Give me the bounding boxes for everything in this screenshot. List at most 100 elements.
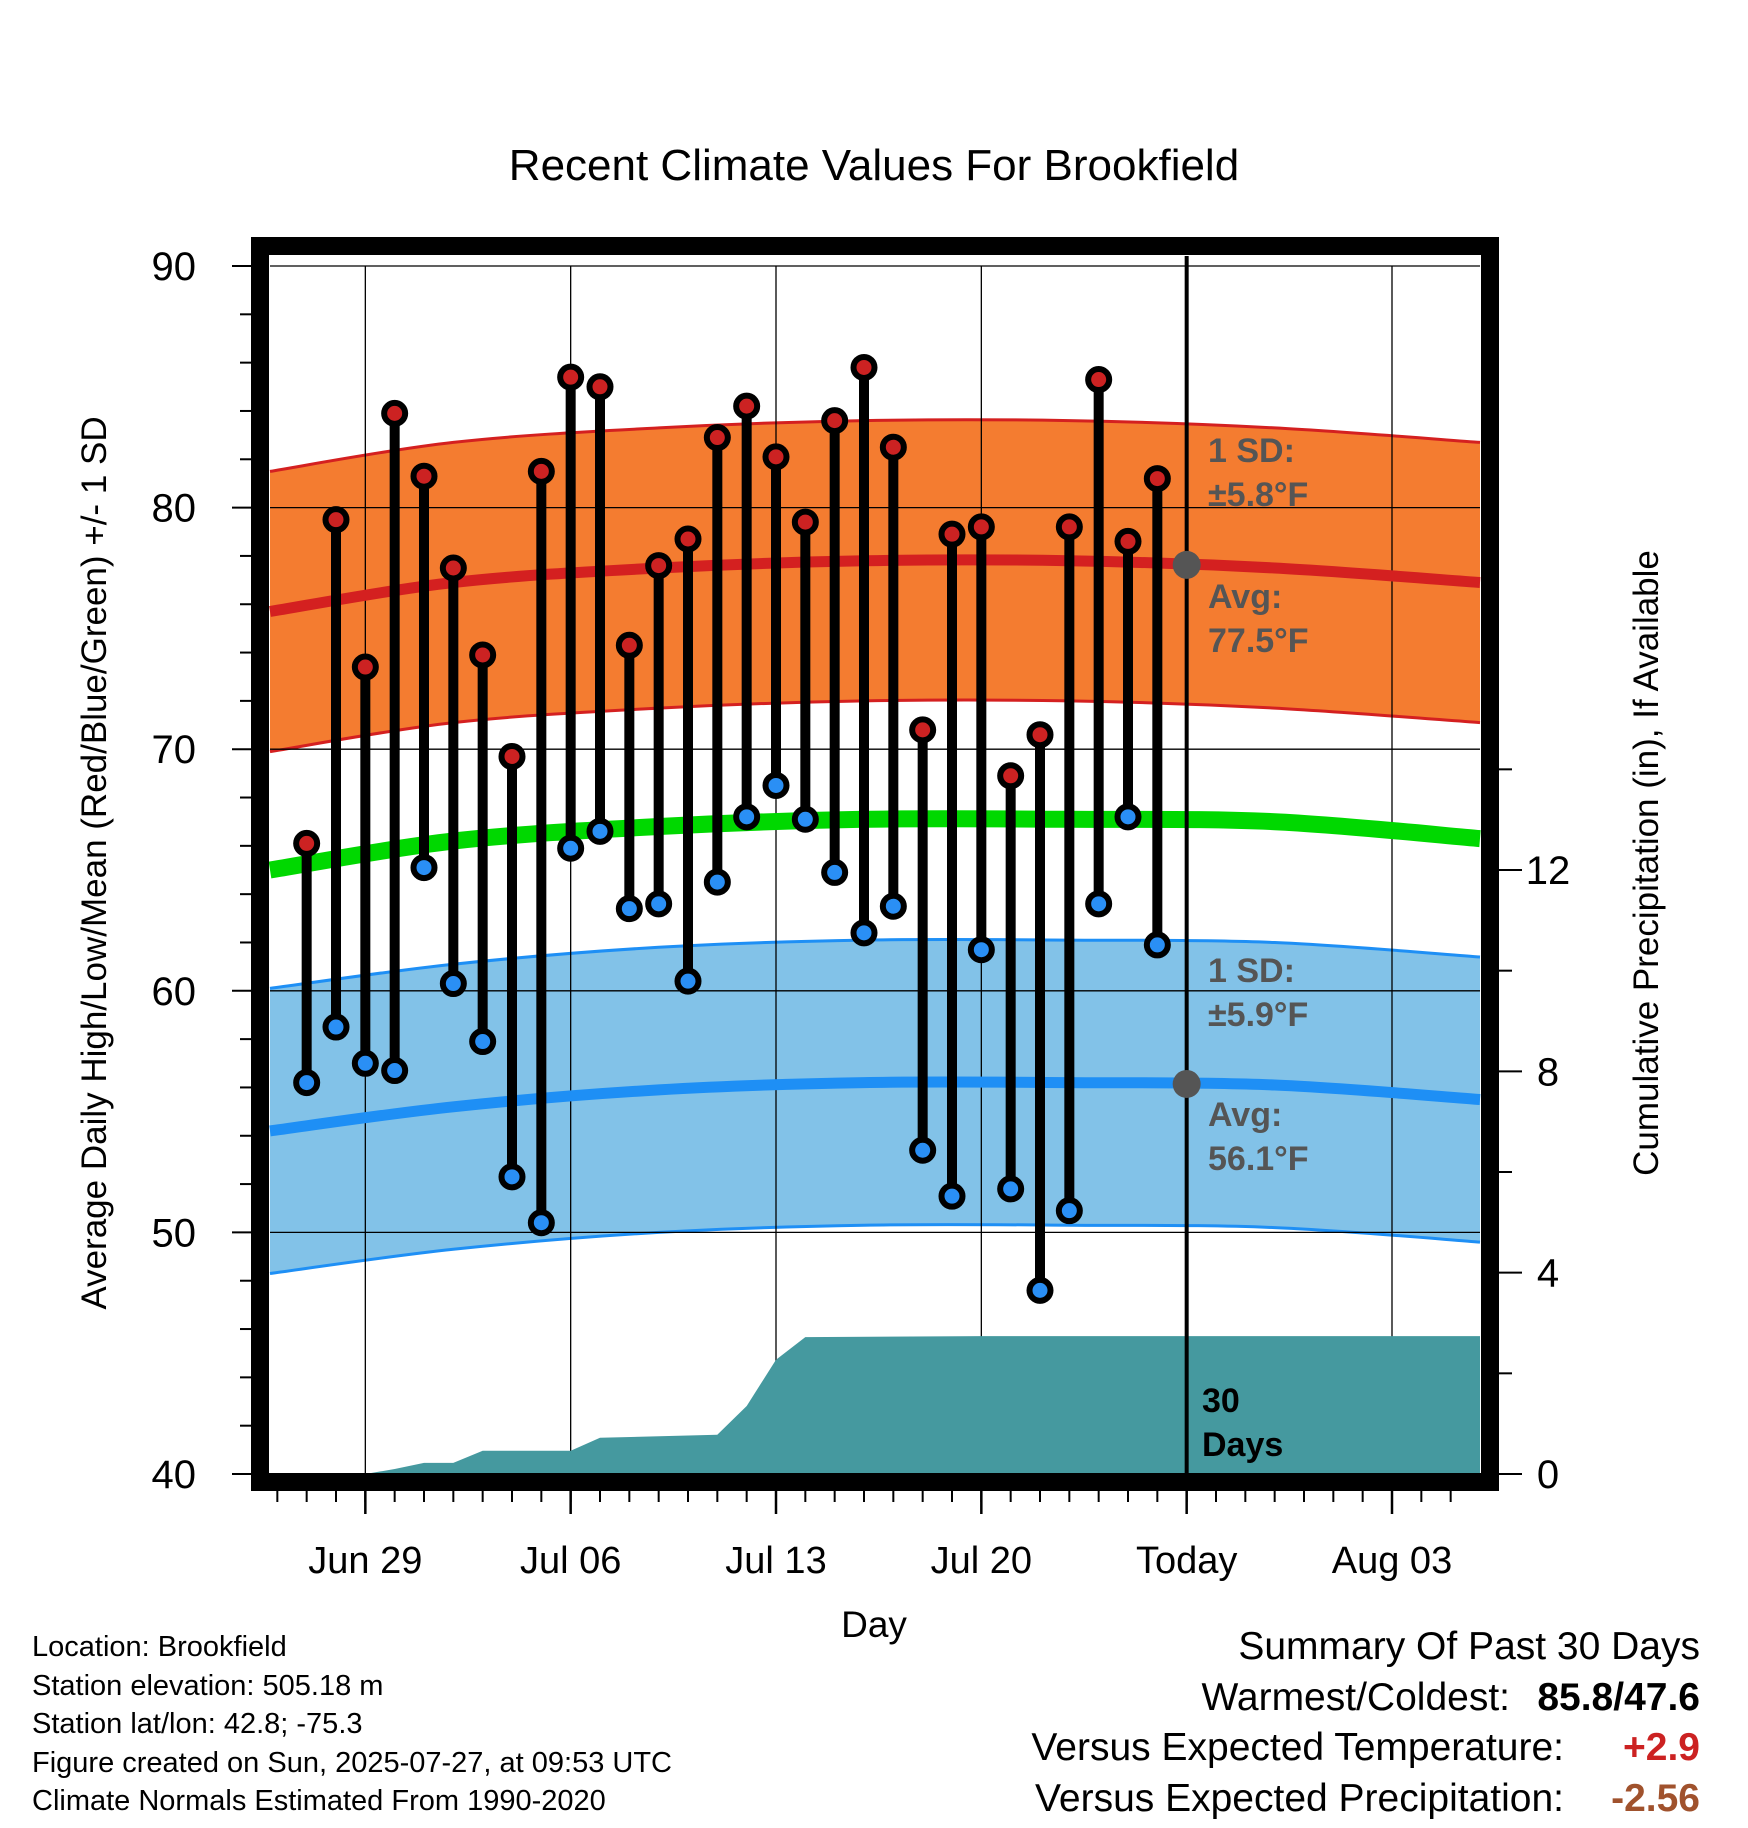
high-point-2025-07-02 bbox=[439, 554, 467, 582]
low-avg-value: 56.1°F bbox=[1208, 1140, 1309, 1178]
y-tick-label-60: 60 bbox=[152, 970, 197, 1014]
x-tick-label-2: Jul 13 bbox=[725, 1540, 826, 1582]
low-point-2025-07-15 bbox=[821, 858, 849, 886]
high-avg-value: 77.5°F bbox=[1208, 622, 1309, 660]
high-point-2025-07-08 bbox=[615, 631, 643, 659]
high-point-2025-07-16 bbox=[850, 353, 878, 381]
low-point-2025-07-17 bbox=[879, 892, 907, 920]
high-point-2025-07-09 bbox=[645, 552, 673, 580]
low-point-2025-07-01 bbox=[410, 854, 438, 882]
daily-markers bbox=[293, 353, 1171, 1304]
low-point-2025-07-14 bbox=[791, 805, 819, 833]
days-label-2: Days bbox=[1202, 1426, 1283, 1464]
warmest-label: Warmest/Coldest: bbox=[1201, 1675, 1510, 1719]
y2-tick-label-8: 8 bbox=[1537, 1050, 1559, 1094]
low-point-2025-07-07 bbox=[586, 817, 614, 845]
low-point-2025-07-21 bbox=[997, 1175, 1025, 1203]
low-point-2025-07-06 bbox=[557, 834, 585, 862]
high-point-2025-07-17 bbox=[879, 433, 907, 461]
y2-tick-label-12: 12 bbox=[1526, 849, 1571, 893]
high-avg-label: Avg: bbox=[1208, 578, 1282, 616]
temp-label: Versus Expected Temperature: bbox=[1031, 1726, 1564, 1769]
summary-panel: Summary Of Past 30 Days Warmest/Coldest:… bbox=[1031, 1622, 1700, 1824]
low-point-2025-07-16 bbox=[850, 919, 878, 947]
low-point-2025-07-20 bbox=[967, 936, 995, 964]
y-tick-label-50: 50 bbox=[152, 1211, 197, 1255]
low-point-2025-07-11 bbox=[703, 868, 731, 896]
y2-tick-label-0: 0 bbox=[1537, 1453, 1559, 1497]
low-point-2025-07-02 bbox=[439, 970, 467, 998]
low-point-2025-07-26 bbox=[1143, 931, 1171, 959]
high-point-2025-06-29 bbox=[351, 653, 379, 681]
high-point-2025-06-30 bbox=[381, 399, 409, 427]
high-point-2025-07-19 bbox=[938, 520, 966, 548]
low-avg-label: Avg: bbox=[1208, 1096, 1282, 1134]
high-point-2025-07-15 bbox=[821, 407, 849, 435]
x-tick-label-1: Jul 06 bbox=[520, 1540, 621, 1582]
created-text: Figure created on Sun, 2025-07-27, at 09… bbox=[32, 1746, 672, 1779]
summary-temp-row: Versus Expected Temperature: +2.9 bbox=[1031, 1723, 1700, 1774]
high-point-2025-07-22 bbox=[1026, 721, 1054, 749]
elevation-text: Station elevation: 505.18 m bbox=[32, 1669, 384, 1702]
high-point-2025-07-06 bbox=[557, 363, 585, 391]
today-low-normal-dot bbox=[1172, 1069, 1201, 1098]
low-point-2025-06-30 bbox=[381, 1057, 409, 1085]
high-point-2025-07-21 bbox=[997, 762, 1025, 790]
today-high-normal-dot bbox=[1172, 550, 1201, 579]
y-axis: 40 50 60 70 80 90 bbox=[152, 245, 252, 1497]
low-sd-value: ±5.9°F bbox=[1208, 996, 1308, 1034]
y-tick-label-80: 80 bbox=[152, 487, 197, 531]
plot-frame bbox=[251, 237, 1499, 1491]
today-marker bbox=[1172, 256, 1201, 1484]
high-point-2025-07-25 bbox=[1114, 527, 1142, 555]
precip-area bbox=[270, 1336, 1480, 1474]
low-point-2025-07-19 bbox=[938, 1182, 966, 1210]
precipitation-area bbox=[270, 1336, 1480, 1474]
high-point-2025-07-10 bbox=[674, 525, 702, 553]
high-point-2025-07-03 bbox=[469, 641, 497, 669]
y2-axis: 0 4 8 12 bbox=[1498, 768, 1571, 1497]
low-point-2025-07-04 bbox=[498, 1163, 526, 1191]
low-point-2025-07-25 bbox=[1114, 803, 1142, 831]
high-point-2025-07-05 bbox=[527, 457, 555, 485]
high-point-2025-07-01 bbox=[410, 462, 438, 490]
warmest-value: 85.8/47.6 bbox=[1537, 1675, 1700, 1719]
low-point-2025-07-12 bbox=[733, 803, 761, 831]
low-point-2025-07-18 bbox=[909, 1136, 937, 1164]
summary-warmest-row: Warmest/Coldest: 85.8/47.6 bbox=[1031, 1673, 1700, 1724]
temp-value: +2.9 bbox=[1623, 1726, 1700, 1769]
high-point-2025-07-07 bbox=[586, 373, 614, 401]
high-point-2025-07-11 bbox=[703, 424, 731, 452]
high-point-2025-07-13 bbox=[762, 443, 790, 471]
high-sd-label: 1 SD: bbox=[1208, 432, 1295, 470]
low-point-2025-07-13 bbox=[762, 771, 790, 799]
annotations: 1 SD: ±5.8°F Avg: 77.5°F 1 SD: ±5.9°F Av… bbox=[1202, 432, 1309, 1464]
y-tick-label-90: 90 bbox=[152, 245, 197, 289]
low-point-2025-06-28 bbox=[322, 1013, 350, 1041]
low-sd-band bbox=[270, 939, 1480, 1274]
station-info: Location: Brookfield Station elevation: … bbox=[32, 1628, 672, 1821]
high-point-2025-07-26 bbox=[1143, 465, 1171, 493]
low-sd-label: 1 SD: bbox=[1208, 952, 1295, 990]
low-point-2025-07-22 bbox=[1026, 1276, 1054, 1304]
x-tick-label-3: Jul 20 bbox=[931, 1540, 1032, 1582]
high-point-2025-07-23 bbox=[1055, 513, 1083, 541]
x-tick-label-5: Aug 03 bbox=[1332, 1540, 1452, 1582]
summary-title: Summary Of Past 30 Days bbox=[1238, 1625, 1700, 1668]
summary-precip-row: Versus Expected Precipitation: -2.56 bbox=[1031, 1774, 1700, 1825]
x-axis-label: Day bbox=[841, 1604, 907, 1645]
low-point-2025-06-29 bbox=[351, 1049, 379, 1077]
low-point-2025-07-08 bbox=[615, 895, 643, 923]
low-normal-line bbox=[269, 1076, 1481, 1137]
precip-label: Versus Expected Precipitation: bbox=[1035, 1776, 1564, 1820]
high-point-2025-07-18 bbox=[909, 716, 937, 744]
high-point-2025-07-24 bbox=[1085, 366, 1113, 394]
high-point-2025-07-20 bbox=[967, 513, 995, 541]
precip-value: -2.56 bbox=[1611, 1776, 1700, 1820]
x-tick-label-4: Today bbox=[1136, 1540, 1237, 1582]
latlon-text: Station lat/lon: 42.8; -75.3 bbox=[32, 1708, 363, 1740]
high-point-2025-07-12 bbox=[733, 392, 761, 420]
y2-axis-label: Cumulative Precipitation (in), If Availa… bbox=[1627, 550, 1666, 1176]
y2-tick-label-4: 4 bbox=[1537, 1252, 1559, 1296]
daily-stems bbox=[301, 367, 1163, 1291]
